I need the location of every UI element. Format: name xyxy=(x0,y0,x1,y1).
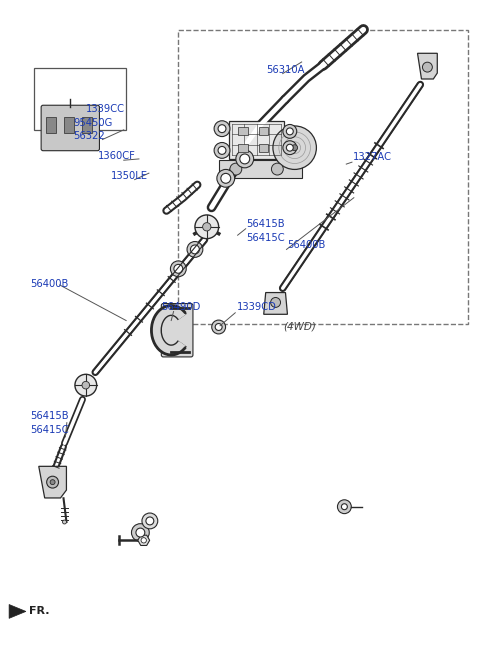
Text: 1350LE: 1350LE xyxy=(111,171,148,181)
Circle shape xyxy=(146,517,154,525)
Text: 56415B: 56415B xyxy=(30,411,69,421)
Bar xyxy=(229,120,284,158)
Circle shape xyxy=(191,245,199,254)
Polygon shape xyxy=(264,292,288,315)
Circle shape xyxy=(273,126,316,169)
Circle shape xyxy=(132,524,149,542)
Text: (4WD): (4WD) xyxy=(284,322,316,332)
Circle shape xyxy=(422,62,432,72)
Circle shape xyxy=(142,513,158,529)
Circle shape xyxy=(187,241,203,257)
Circle shape xyxy=(136,528,145,537)
Circle shape xyxy=(203,222,211,231)
Polygon shape xyxy=(39,466,66,498)
Polygon shape xyxy=(418,53,437,79)
Circle shape xyxy=(50,479,55,485)
Text: 1339CD: 1339CD xyxy=(237,302,276,313)
Text: 56415C: 56415C xyxy=(30,425,69,436)
Circle shape xyxy=(141,538,146,543)
Bar xyxy=(218,160,301,178)
Text: 1339CC: 1339CC xyxy=(86,104,125,114)
Circle shape xyxy=(221,173,231,183)
Bar xyxy=(82,117,92,133)
Bar xyxy=(46,117,56,133)
Circle shape xyxy=(240,154,250,164)
Circle shape xyxy=(218,146,226,154)
Text: 1327AC: 1327AC xyxy=(353,152,392,162)
Circle shape xyxy=(215,324,222,330)
Polygon shape xyxy=(138,535,150,545)
Circle shape xyxy=(212,320,226,334)
Bar xyxy=(64,117,74,133)
Circle shape xyxy=(47,476,59,488)
Bar xyxy=(259,128,268,135)
Circle shape xyxy=(75,374,96,396)
Circle shape xyxy=(292,145,298,150)
Text: 56490D: 56490D xyxy=(161,302,200,313)
Circle shape xyxy=(230,163,242,175)
Circle shape xyxy=(217,169,235,187)
Text: 56415B: 56415B xyxy=(246,219,284,229)
Bar xyxy=(238,128,248,135)
Text: 56400B: 56400B xyxy=(30,279,69,288)
Circle shape xyxy=(62,520,66,524)
Circle shape xyxy=(287,145,293,151)
Circle shape xyxy=(218,125,226,133)
FancyBboxPatch shape xyxy=(161,303,193,357)
Bar xyxy=(259,144,268,152)
Circle shape xyxy=(236,150,253,168)
Text: 1360CF: 1360CF xyxy=(97,151,135,161)
Circle shape xyxy=(283,141,297,154)
Circle shape xyxy=(170,261,186,277)
Circle shape xyxy=(271,163,283,175)
Bar xyxy=(34,69,126,130)
Text: 56415C: 56415C xyxy=(246,233,284,243)
Text: 56400B: 56400B xyxy=(288,240,326,250)
Bar xyxy=(179,29,468,324)
Text: 56322: 56322 xyxy=(73,131,105,141)
Text: 95450G: 95450G xyxy=(73,118,112,128)
Circle shape xyxy=(341,504,348,509)
Text: FR.: FR. xyxy=(29,606,49,617)
Circle shape xyxy=(214,143,230,158)
FancyBboxPatch shape xyxy=(41,105,99,150)
Circle shape xyxy=(287,128,293,135)
Polygon shape xyxy=(9,604,26,618)
Circle shape xyxy=(214,121,230,137)
Bar xyxy=(238,144,248,152)
Circle shape xyxy=(82,381,90,389)
Text: 56310A: 56310A xyxy=(266,65,305,75)
Circle shape xyxy=(337,500,351,513)
Circle shape xyxy=(174,264,183,273)
Circle shape xyxy=(271,298,280,307)
Circle shape xyxy=(195,215,219,239)
Circle shape xyxy=(283,124,297,138)
